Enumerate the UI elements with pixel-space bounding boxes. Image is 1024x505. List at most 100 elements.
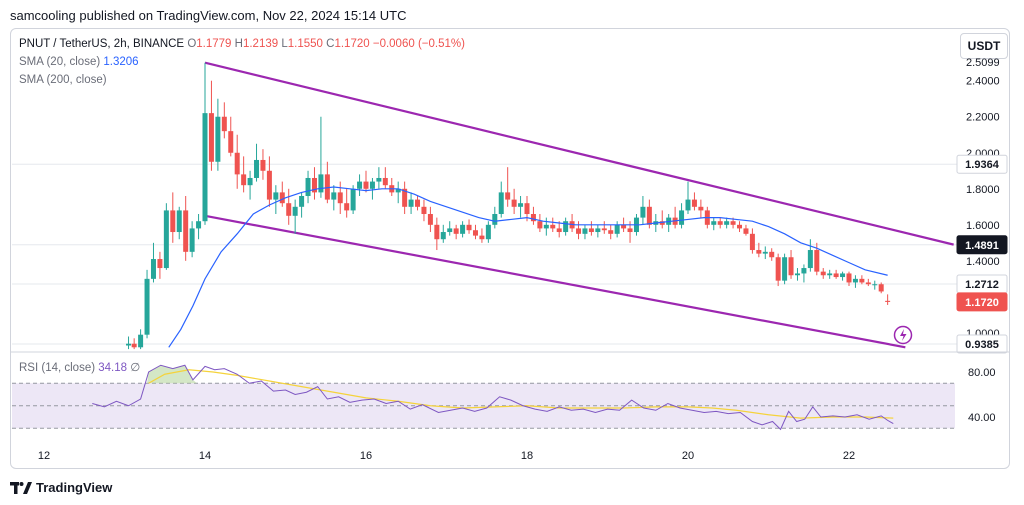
candle xyxy=(846,271,852,287)
candle-body xyxy=(524,203,530,215)
candle xyxy=(775,253,781,287)
sma20-legend[interactable]: SMA (20, close) 1.3206 xyxy=(19,56,139,68)
candle-body xyxy=(279,192,285,204)
y-tick-label: 1.4000 xyxy=(966,256,1000,268)
candle xyxy=(208,80,214,171)
candle xyxy=(215,98,221,171)
candle-body xyxy=(511,199,517,207)
tradingview-logo-icon xyxy=(10,481,32,494)
candle xyxy=(801,264,807,283)
candle-body xyxy=(730,221,736,225)
candle xyxy=(679,203,685,229)
y-tick-label: 1.6000 xyxy=(966,220,1000,232)
candle-body xyxy=(369,181,375,189)
candle xyxy=(666,214,672,233)
candle-body xyxy=(691,199,697,207)
candle xyxy=(537,214,543,233)
candle xyxy=(389,177,395,196)
candle xyxy=(691,192,697,211)
candle xyxy=(840,271,846,281)
candle-body xyxy=(144,278,150,335)
candle xyxy=(550,217,556,233)
candle xyxy=(466,219,472,234)
candle-body xyxy=(266,170,272,200)
badge-label: 1.2712 xyxy=(965,279,999,291)
candle xyxy=(498,181,504,218)
candle-body xyxy=(382,177,388,186)
candle-body xyxy=(782,257,788,281)
candle xyxy=(369,177,375,200)
candle-body xyxy=(807,250,813,269)
candle xyxy=(221,102,227,139)
candle xyxy=(337,181,343,215)
low-value: 1.1550 xyxy=(287,38,323,50)
high-label: H xyxy=(234,38,243,50)
candle xyxy=(543,217,549,236)
candle-body xyxy=(421,206,427,215)
candle-body xyxy=(196,221,202,229)
change-value: −0.0060 (−0.51%) xyxy=(372,38,465,50)
candle-body xyxy=(260,159,266,171)
candle-body xyxy=(846,273,852,283)
candle-body xyxy=(646,206,652,225)
channel-line-lower xyxy=(204,214,906,349)
candle xyxy=(530,206,536,225)
candle-body xyxy=(775,257,781,281)
candle xyxy=(176,206,182,240)
candle-body xyxy=(685,199,691,211)
candle xyxy=(737,221,743,233)
candle-body xyxy=(363,181,369,189)
candle xyxy=(279,181,285,207)
sma200-legend[interactable]: SMA (200, close) xyxy=(19,74,107,86)
candle xyxy=(820,268,826,279)
rsi-legend[interactable]: RSI (14, close) 34.18 ∅ xyxy=(19,360,140,374)
candle-body xyxy=(872,284,878,286)
candle-body xyxy=(518,203,524,207)
candle xyxy=(608,224,614,240)
rsi-plot xyxy=(12,364,955,431)
candle-body xyxy=(530,214,536,222)
candle-body xyxy=(833,273,839,278)
candle xyxy=(350,185,356,215)
candle xyxy=(479,228,485,243)
candle-body xyxy=(492,214,498,225)
rsi-tick-label: 40.00 xyxy=(968,412,996,424)
candle-body xyxy=(885,300,891,302)
candle-body xyxy=(762,251,768,254)
candle-body xyxy=(840,273,846,278)
close-label: C xyxy=(326,38,335,50)
symbol-label[interactable]: PNUT / TetherUS, 2h, BINANCE xyxy=(19,38,185,50)
candle-body xyxy=(563,221,569,233)
candle xyxy=(196,214,202,240)
badge-label: 1.4891 xyxy=(965,240,999,252)
candle-body xyxy=(299,195,305,207)
candle-body xyxy=(595,228,601,233)
candle-body xyxy=(228,131,234,153)
tradingview-logo[interactable]: TradingView xyxy=(10,480,112,495)
candle xyxy=(440,224,446,243)
candle-body xyxy=(402,188,408,207)
candle-body xyxy=(126,343,132,346)
candle xyxy=(170,192,176,243)
x-tick-label: 18 xyxy=(521,450,533,462)
candle xyxy=(453,224,459,240)
price-level-badge: 1.4891 xyxy=(956,235,1008,255)
y-tick-label-clipped: 2.5099 xyxy=(966,57,1000,69)
candle-body xyxy=(878,284,884,292)
candle-body xyxy=(305,177,311,196)
candle xyxy=(395,181,401,204)
candle-body xyxy=(273,192,279,200)
candle xyxy=(472,224,478,240)
rsi-value: 34.18 xyxy=(98,362,128,374)
y-tick-label: 2.4000 xyxy=(966,76,1000,88)
candle xyxy=(299,192,305,218)
x-tick-label: 16 xyxy=(360,450,372,462)
candle-body xyxy=(576,228,582,234)
candle xyxy=(576,221,582,240)
candle-body xyxy=(138,334,144,348)
candle-body xyxy=(376,177,382,182)
candle xyxy=(788,250,794,279)
rsi-line xyxy=(92,364,894,431)
badge-bg xyxy=(956,334,1008,354)
currency-button[interactable]: USDT xyxy=(960,33,1008,59)
